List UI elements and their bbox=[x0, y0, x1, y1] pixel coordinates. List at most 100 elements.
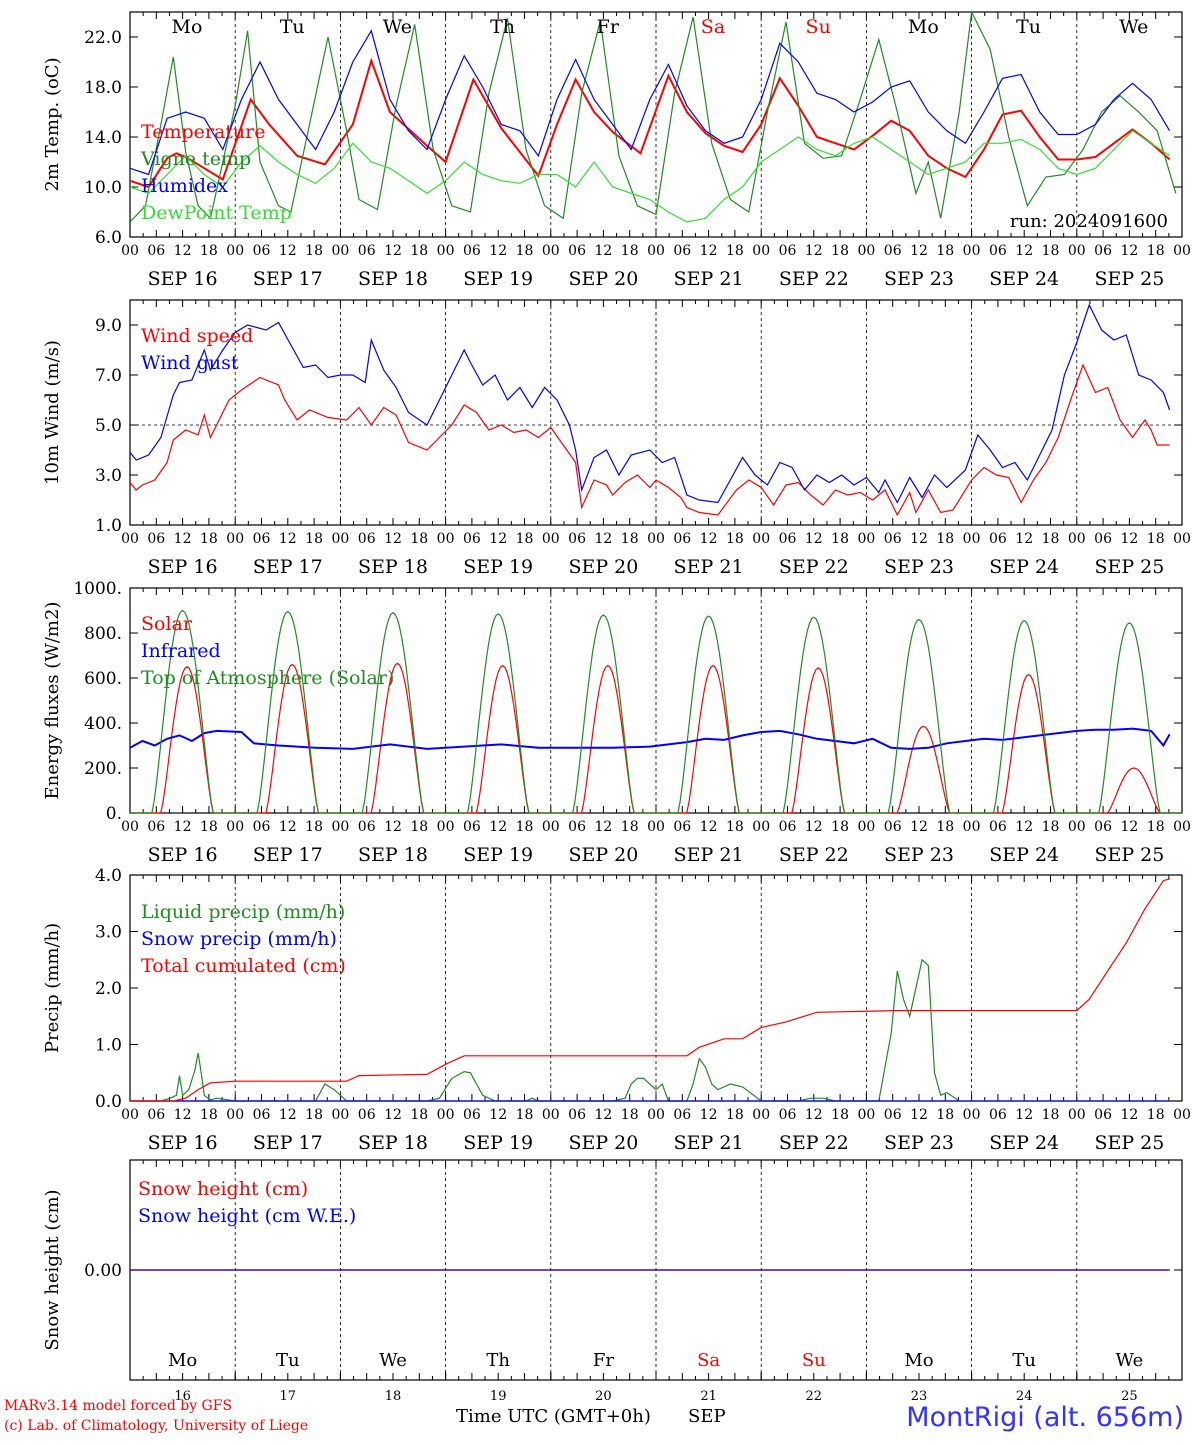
hour-label: 00 bbox=[542, 243, 560, 259]
hour-label: 18 bbox=[200, 1107, 218, 1123]
hour-label: 12 bbox=[1120, 1107, 1138, 1123]
hour-label: 18 bbox=[516, 243, 534, 259]
hour-label: 06 bbox=[463, 819, 481, 835]
weekday-label-top: We bbox=[383, 16, 412, 38]
date-label: SEP 22 bbox=[779, 268, 849, 290]
legend-entry: Temperature bbox=[141, 121, 265, 143]
hour-label: 12 bbox=[174, 531, 192, 547]
y-axis-label: Snow height (cm) bbox=[42, 1189, 63, 1350]
y-tick-label: 200. bbox=[84, 759, 122, 779]
hour-label: 00 bbox=[437, 243, 455, 259]
hour-label: 00 bbox=[963, 1107, 981, 1123]
hour-label: 12 bbox=[489, 243, 507, 259]
model-credit: MARv3.14 model forced by GFS bbox=[4, 1398, 233, 1414]
hour-label: 12 bbox=[489, 531, 507, 547]
day-number-label: 23 bbox=[911, 1389, 928, 1404]
hour-label: 00 bbox=[331, 243, 349, 259]
weekday-label-bottom: Sa bbox=[697, 1350, 720, 1371]
date-label: SEP 25 bbox=[1094, 1132, 1164, 1154]
hour-label: 12 bbox=[279, 1107, 297, 1123]
hour-label: 06 bbox=[358, 531, 376, 547]
date-label: SEP 20 bbox=[568, 268, 638, 290]
legend-entry: Snow precip (mm/h) bbox=[141, 928, 337, 950]
hour-label: 18 bbox=[410, 531, 428, 547]
hour-label: 18 bbox=[936, 531, 954, 547]
hour-label: 12 bbox=[910, 531, 928, 547]
month-label: SEP bbox=[688, 1406, 726, 1427]
hour-label: 18 bbox=[305, 819, 323, 835]
hour-label: 12 bbox=[279, 243, 297, 259]
y-tick-label: 3.0 bbox=[95, 466, 122, 486]
hour-label: 12 bbox=[805, 1107, 823, 1123]
hour-label: 00 bbox=[857, 1107, 875, 1123]
hour-label: 06 bbox=[673, 1107, 691, 1123]
hour-label: 00 bbox=[331, 819, 349, 835]
hour-label: 12 bbox=[174, 819, 192, 835]
hour-label: 12 bbox=[805, 819, 823, 835]
hour-label: 18 bbox=[621, 1107, 639, 1123]
series-line-wind-speed bbox=[129, 363, 1170, 517]
y-tick-label: 5.0 bbox=[95, 416, 122, 436]
hour-label: 06 bbox=[779, 243, 797, 259]
y-tick-label: 0. bbox=[106, 804, 122, 824]
series-line-liquid-precip-mm-h- bbox=[130, 958, 960, 1102]
legend-entry: Wind speed bbox=[141, 325, 253, 347]
y-tick-label: 800. bbox=[84, 624, 122, 644]
hour-label: 06 bbox=[358, 819, 376, 835]
hour-label: 00 bbox=[752, 243, 770, 259]
legend-entry: Liquid precip (mm/h) bbox=[141, 901, 345, 923]
hour-label: 18 bbox=[516, 1107, 534, 1123]
hour-label: 18 bbox=[831, 531, 849, 547]
y-axis-label: Energy fluxes (W/m2) bbox=[42, 602, 63, 800]
legend-entry: Humidex bbox=[141, 175, 228, 197]
hour-label: 06 bbox=[1094, 819, 1112, 835]
hour-label: 12 bbox=[700, 819, 718, 835]
hour-label: 06 bbox=[884, 243, 902, 259]
hour-label: 06 bbox=[1094, 1107, 1112, 1123]
hour-label: 00 bbox=[542, 1107, 560, 1123]
hour-label-end: 00 bbox=[1173, 819, 1191, 835]
hour-label: 18 bbox=[936, 243, 954, 259]
hour-label: 18 bbox=[200, 531, 218, 547]
hour-label: 12 bbox=[1015, 1107, 1033, 1123]
hour-label: 00 bbox=[857, 819, 875, 835]
y-tick-label: 6.0 bbox=[95, 228, 122, 248]
hour-label: 18 bbox=[200, 819, 218, 835]
hour-label: 00 bbox=[647, 531, 665, 547]
hour-label: 00 bbox=[226, 531, 244, 547]
hour-label: 06 bbox=[779, 531, 797, 547]
series-line-total-cumulated-cm- bbox=[130, 878, 1170, 1102]
panel-frame-wind bbox=[129, 299, 1183, 526]
series-line-top-of-atmosphere-solar- bbox=[130, 609, 1182, 814]
date-label: SEP 16 bbox=[148, 268, 218, 290]
hour-label: 06 bbox=[779, 1107, 797, 1123]
hour-label: 06 bbox=[673, 819, 691, 835]
day-number-label: 20 bbox=[595, 1389, 612, 1404]
hour-label: 12 bbox=[1120, 243, 1138, 259]
legend-entry: Wind gust bbox=[141, 352, 239, 374]
series-line-temperature bbox=[129, 57, 1171, 189]
hour-label: 18 bbox=[726, 1107, 744, 1123]
weekday-label-top: Tu bbox=[1016, 16, 1041, 38]
weekday-label-bottom: Su bbox=[802, 1350, 826, 1371]
hour-label: 00 bbox=[226, 1107, 244, 1123]
hour-label: 12 bbox=[279, 531, 297, 547]
hour-label: 12 bbox=[1015, 531, 1033, 547]
hour-label: 00 bbox=[121, 531, 139, 547]
date-label: SEP 16 bbox=[148, 1132, 218, 1154]
hour-label: 06 bbox=[568, 819, 586, 835]
day-number-label: 21 bbox=[700, 1389, 717, 1404]
hour-label: 00 bbox=[226, 243, 244, 259]
legend-entry: Infrared bbox=[141, 640, 221, 662]
legend-entry: DewPoint Temp bbox=[141, 202, 292, 224]
hour-label: 00 bbox=[963, 243, 981, 259]
hour-label: 00 bbox=[331, 1107, 349, 1123]
hour-label: 00 bbox=[542, 819, 560, 835]
hour-label: 00 bbox=[857, 243, 875, 259]
hour-label: 06 bbox=[358, 1107, 376, 1123]
weekday-label-top: Tu bbox=[280, 16, 305, 38]
hour-label: 00 bbox=[752, 819, 770, 835]
y-tick-label: 22.0 bbox=[84, 28, 122, 48]
hour-label: 00 bbox=[437, 531, 455, 547]
